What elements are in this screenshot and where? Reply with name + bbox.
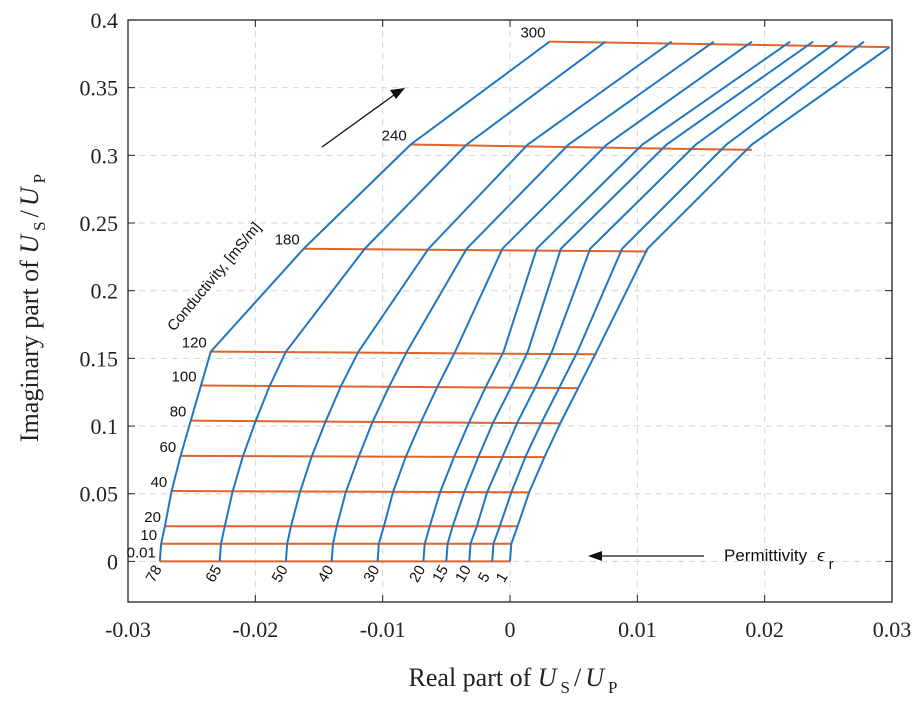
conductivity-curve-300 xyxy=(549,40,890,49)
permittivity-subscript: r xyxy=(829,556,834,573)
conductivity-curve-180 xyxy=(303,247,648,253)
y-axis-label-sep: / xyxy=(15,209,44,217)
conductivity-curve-60 xyxy=(180,454,545,459)
y-axis-label: Imaginary part of U S / U P xyxy=(15,174,49,442)
x-axis-label: Real part of U S / U P xyxy=(409,663,618,697)
x-axis-label-a: U xyxy=(538,663,559,692)
conductivity-label-10: 10 xyxy=(140,527,157,544)
x-axis-label-a-sub: S xyxy=(561,678,570,697)
conductivity-label: Conductivity, [mS/m] xyxy=(164,219,265,334)
y-tick-label: 0.2 xyxy=(91,279,119,304)
conductivity-label-180: 180 xyxy=(275,232,300,249)
curve-labels: 78 65 50 40 30 20 15 10 510.01102040608010012018… xyxy=(127,25,546,586)
y-axis-label-b: U xyxy=(15,185,44,206)
permittivity-label-10: 10 xyxy=(452,562,475,585)
permittivity-label-78: 78 xyxy=(143,562,166,585)
conductivity-curve-240 xyxy=(410,143,752,151)
permittivity-label: Permittivity ϵ r xyxy=(724,546,834,573)
permittivity-symbol: ϵ xyxy=(817,546,825,565)
y-tick-label: 0.25 xyxy=(80,211,119,236)
curves xyxy=(158,40,891,563)
permittivity-arrowhead xyxy=(588,551,602,561)
y-tick-label: 0.3 xyxy=(91,143,119,168)
conductivity-label-0.01: 0.01 xyxy=(127,544,156,561)
x-tick-label: -0.02 xyxy=(232,617,278,642)
permittivity-label-15: 15 xyxy=(429,562,452,585)
y-axis-label-prefix: Imaginary part of xyxy=(15,254,44,442)
permittivity-label-50: 50 xyxy=(269,562,292,585)
conductivity-label-60: 60 xyxy=(160,439,177,456)
x-tick-label: 0 xyxy=(505,617,516,642)
y-axis-label-b-sub: P xyxy=(30,174,49,183)
permittivity-curve-20 xyxy=(422,40,791,562)
x-axis-label-prefix: Real part of xyxy=(409,663,538,692)
x-tick-label: -0.01 xyxy=(360,617,406,642)
permittivity-text: Permittivity xyxy=(724,546,808,565)
permittivity-label-20: 20 xyxy=(406,562,429,585)
permittivity-curve-15 xyxy=(445,40,814,562)
conductivity-curve-40 xyxy=(171,490,530,494)
permittivity-label-30: 30 xyxy=(360,562,383,585)
conductivity-label-80: 80 xyxy=(170,404,187,421)
x-tick-label: 0.03 xyxy=(873,617,912,642)
y-tick-label: 0.05 xyxy=(80,482,119,507)
y-axis-label-a: U xyxy=(15,233,44,254)
conductivity-label-300: 300 xyxy=(520,25,545,42)
conductivity-label-120: 120 xyxy=(182,335,207,352)
permittivity-annotation: Permittivity ϵ r xyxy=(588,546,834,573)
x-tick-label: 0.01 xyxy=(618,617,657,642)
y-tick-label: 0.4 xyxy=(91,8,119,33)
x-axis-label-b: U xyxy=(585,663,606,692)
permittivity-curve-1 xyxy=(509,46,891,562)
conductivity-label-40: 40 xyxy=(151,474,168,491)
conductivity-curve-120 xyxy=(210,350,597,356)
x-tick-label: 0.02 xyxy=(745,617,784,642)
y-tick-label: 0.15 xyxy=(80,346,119,371)
permittivity-curve-40 xyxy=(330,40,715,562)
permittivity-label-5: 5 xyxy=(475,570,494,586)
y-axis-label-a-sub: S xyxy=(30,221,49,230)
conductivity-arrow xyxy=(321,94,395,148)
permittivity-curve-50 xyxy=(284,40,673,562)
x-tick-label: -0.03 xyxy=(105,617,151,642)
permittivity-curve-78 xyxy=(158,40,551,562)
y-tick-label: 0.1 xyxy=(91,414,119,439)
permittivity-curve-30 xyxy=(376,40,753,562)
conductivity-label-20: 20 xyxy=(144,509,161,526)
conductivity-arrowhead xyxy=(390,88,405,99)
conductivity-annotation: Conductivity, [mS/m] xyxy=(164,88,405,335)
permittivity-curve-10 xyxy=(468,40,838,562)
conductivity-curve-80 xyxy=(190,419,561,425)
permittivity-label-1: 1 xyxy=(493,570,512,586)
y-tick-label: 0 xyxy=(107,549,118,574)
permittivity-label-65: 65 xyxy=(202,562,225,585)
conductivity-label-100: 100 xyxy=(172,368,197,385)
x-axis-label-b-sub: P xyxy=(608,678,617,697)
permittivity-curve-65 xyxy=(218,40,607,562)
permittivity-curve-5 xyxy=(491,40,865,562)
permittivity-label-40: 40 xyxy=(314,562,337,585)
x-axis-label-sep: / xyxy=(574,663,582,692)
ticks: -0.03 -0.02 -0.01 0 0.01 0.02 0.03 0 0.05 0.1 0.15… xyxy=(80,8,912,642)
y-tick-label: 0.35 xyxy=(80,76,119,101)
conductivity-label-240: 240 xyxy=(382,128,407,145)
